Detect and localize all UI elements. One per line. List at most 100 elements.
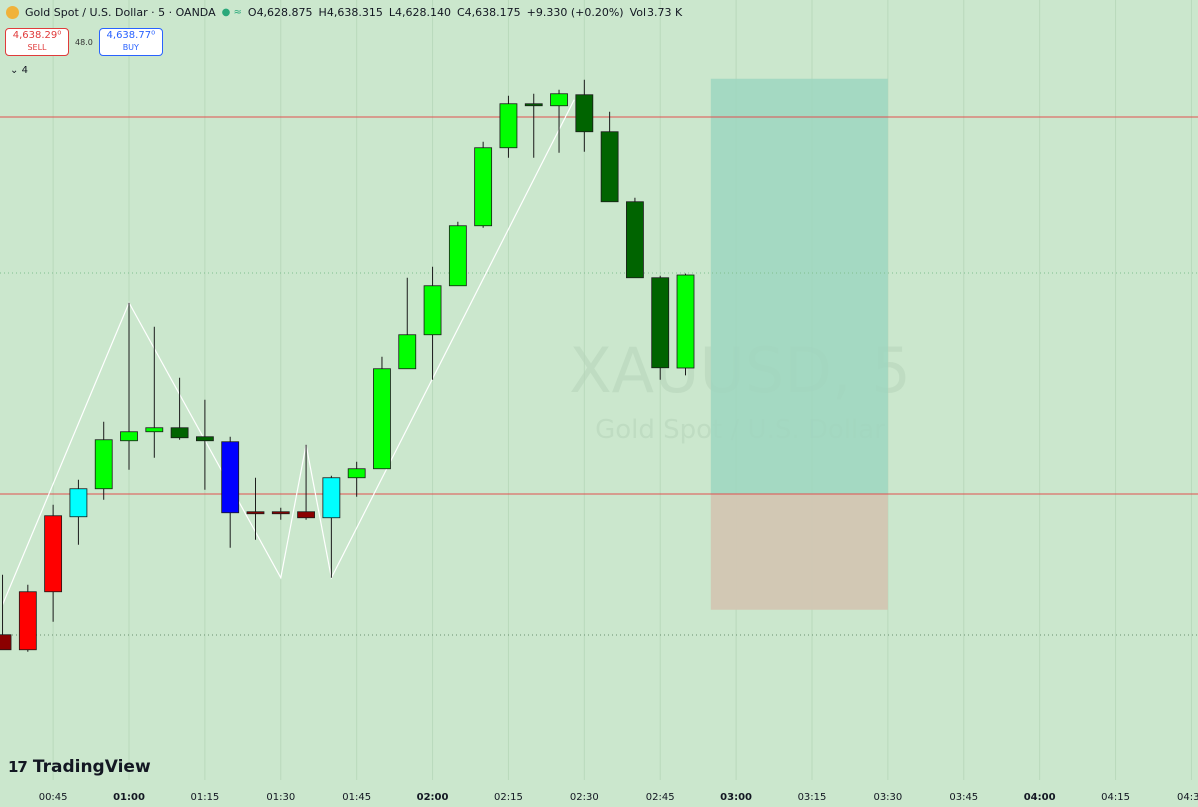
candle-body (347, 468, 366, 479)
legend-item: L4,628.140 (389, 6, 451, 19)
position-stop (710, 494, 888, 610)
candle (221, 436, 240, 548)
candle (347, 461, 366, 497)
legend-key: O (247, 6, 257, 19)
x-tick-label: 03:30 (873, 792, 902, 803)
candle (373, 356, 391, 470)
candle-body (69, 488, 88, 518)
sell-label: SELL (27, 43, 47, 52)
candle-body (448, 225, 467, 287)
brand-mark: 17 (8, 758, 28, 776)
x-tick-label: 03:45 (949, 792, 978, 803)
candle (626, 197, 644, 279)
candle-body (676, 274, 695, 369)
candle-body (18, 591, 37, 651)
candle (474, 141, 493, 228)
candle-body (297, 511, 315, 519)
candle (499, 95, 518, 158)
candle-body (423, 285, 442, 336)
candle (600, 111, 619, 203)
spread: 48.0 (75, 37, 93, 47)
symbol-title[interactable]: Gold Spot / U.S. Dollar · 5 · OANDA (25, 6, 216, 19)
legend-item: C4,638.175 (457, 6, 521, 19)
buy-button[interactable]: 4,638.77⁰ BUY (98, 28, 163, 56)
candle (297, 444, 315, 520)
x-tick-label: 02:15 (494, 792, 523, 803)
candle-body (322, 477, 341, 519)
candle (69, 479, 88, 545)
symbol-icon (6, 6, 19, 19)
candle-body (120, 431, 138, 442)
volume: 3.73 K (647, 6, 683, 19)
candle (0, 574, 12, 651)
candle-body (0, 634, 12, 651)
legend-value: 4,638.315 (326, 6, 383, 19)
volume-key: Vol (629, 6, 647, 19)
indicators-toggle[interactable]: ⌄ 4 (10, 65, 28, 76)
candle-body (373, 368, 391, 470)
sell-button[interactable]: 4,638.29⁰ SELL (5, 28, 69, 56)
candle (44, 504, 63, 622)
change: +9.330 (+0.20%) (526, 6, 624, 19)
x-tick-label: 01:45 (342, 792, 371, 803)
candle (651, 275, 670, 380)
candle-body (94, 439, 113, 490)
buy-label: BUY (122, 43, 139, 52)
symbol-header: Gold Spot / U.S. Dollar · 5 · OANDA ● ≈ … (6, 6, 682, 19)
candle (398, 277, 417, 370)
candle-body (499, 103, 518, 149)
legend-value: 4,638.175 (464, 6, 521, 19)
x-tick-label: 02:30 (570, 792, 599, 803)
x-tick-label: 03:00 (720, 792, 752, 803)
candle-body (221, 441, 240, 514)
candle-body (575, 94, 594, 133)
candle-body (246, 511, 265, 515)
candle (145, 326, 164, 458)
brand-logo: 17 TradingView (8, 757, 151, 777)
buy-price: 4,638.77⁰ (106, 30, 156, 41)
trade-buttons: 4,638.29⁰ SELL 48.0 4,638.77⁰ BUY (5, 28, 163, 56)
x-tick-label: 02:45 (646, 792, 675, 803)
x-tick-label: 03:15 (798, 792, 827, 803)
candle-body (170, 427, 189, 439)
candle-body (271, 511, 290, 515)
ohlc-legend: O4,628.875 H4,638.315 L4,628.140 C4,638.175 (248, 6, 521, 19)
candle (322, 475, 341, 578)
x-tick-label: 04:00 (1024, 792, 1056, 803)
legend-item: H4,638.315 (319, 6, 383, 19)
candle (524, 93, 543, 158)
x-tick-label: 04:30 (1177, 792, 1198, 803)
candle (94, 421, 113, 500)
candle (170, 377, 189, 440)
status-icons: ● ≈ (221, 7, 242, 18)
legend-key: H (318, 6, 327, 19)
x-tick-label: 01:00 (113, 792, 145, 803)
x-tick-label: 01:30 (266, 792, 295, 803)
x-tick-label: 01:15 (190, 792, 219, 803)
x-tick-label: 02:00 (417, 792, 449, 803)
candle (423, 266, 442, 380)
candle-body (550, 93, 568, 107)
candle (18, 584, 37, 652)
legend-value: 4,628.140 (394, 6, 451, 19)
legend-item: O4,628.875 (248, 6, 313, 19)
candle-body (474, 147, 493, 227)
candle (271, 507, 290, 520)
x-tick-label: 00:45 (39, 792, 68, 803)
candle-body (398, 334, 417, 370)
zigzag-line (1, 99, 575, 605)
candle (195, 399, 214, 490)
candle-body (626, 201, 644, 279)
candle (550, 89, 568, 153)
candle (575, 79, 594, 152)
legend-key: L (388, 6, 395, 19)
candle (120, 302, 138, 470)
position-target (710, 78, 888, 494)
candle-body (195, 436, 214, 442)
x-tick-label: 04:15 (1101, 792, 1130, 803)
candle (676, 273, 695, 376)
legend-value: 4,628.875 (256, 6, 313, 19)
candle-body (524, 103, 543, 107)
